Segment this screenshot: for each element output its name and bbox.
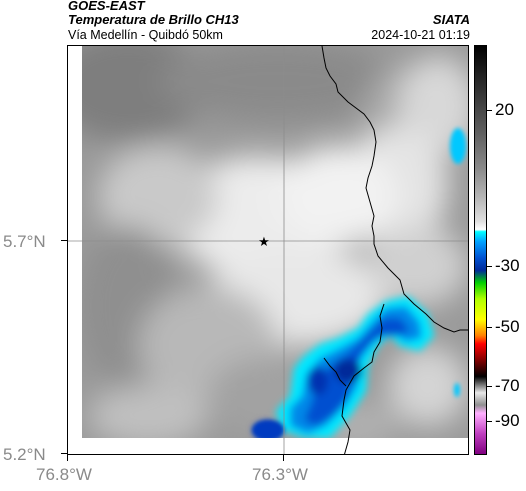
colorbar-label-20: 20 [495, 100, 514, 119]
satellite-title: GOES-EAST [68, 0, 145, 13]
lat-label-5.7: 5.7°N [3, 232, 46, 251]
datetime-label: 2024-10-21 01:19 [371, 28, 470, 42]
colorbar-tick [487, 386, 492, 387]
department-border [321, 46, 468, 454]
region-subtitle: Vía Medellín - Quibdó 50km [68, 28, 223, 42]
colorbar-label-minus70: -70 [495, 376, 520, 395]
colorbar-tick [487, 327, 492, 328]
temperature-colorbar [474, 45, 487, 455]
lon-tick [283, 455, 284, 461]
colorbar-label-minus90: -90 [495, 411, 520, 430]
organization-label: SIATA [432, 12, 470, 27]
lat-label-5.2: 5.2°N [3, 445, 46, 464]
colorbar-tick [487, 110, 492, 111]
satellite-map[interactable]: ★ [67, 45, 469, 455]
lat-tick [61, 240, 67, 241]
lat-tick [61, 453, 67, 454]
colorbar-label-minus50: -50 [495, 317, 520, 336]
cloud-field [68, 46, 468, 451]
product-title: Temperatura de Brillo CH13 [68, 12, 239, 27]
lon-label-76.3: 76.3°W [252, 465, 308, 484]
location-star-icon: ★ [258, 235, 270, 250]
lon-label-76.8: 76.8°W [36, 465, 92, 484]
grid-lines [68, 46, 468, 454]
colorbar-label-minus30: -30 [495, 256, 520, 275]
cold-cloud-edge [252, 128, 466, 440]
colorbar-tick [487, 266, 492, 267]
map-canvas: ★ [68, 46, 468, 454]
colorbar-tick [487, 421, 492, 422]
lon-tick [67, 455, 68, 461]
